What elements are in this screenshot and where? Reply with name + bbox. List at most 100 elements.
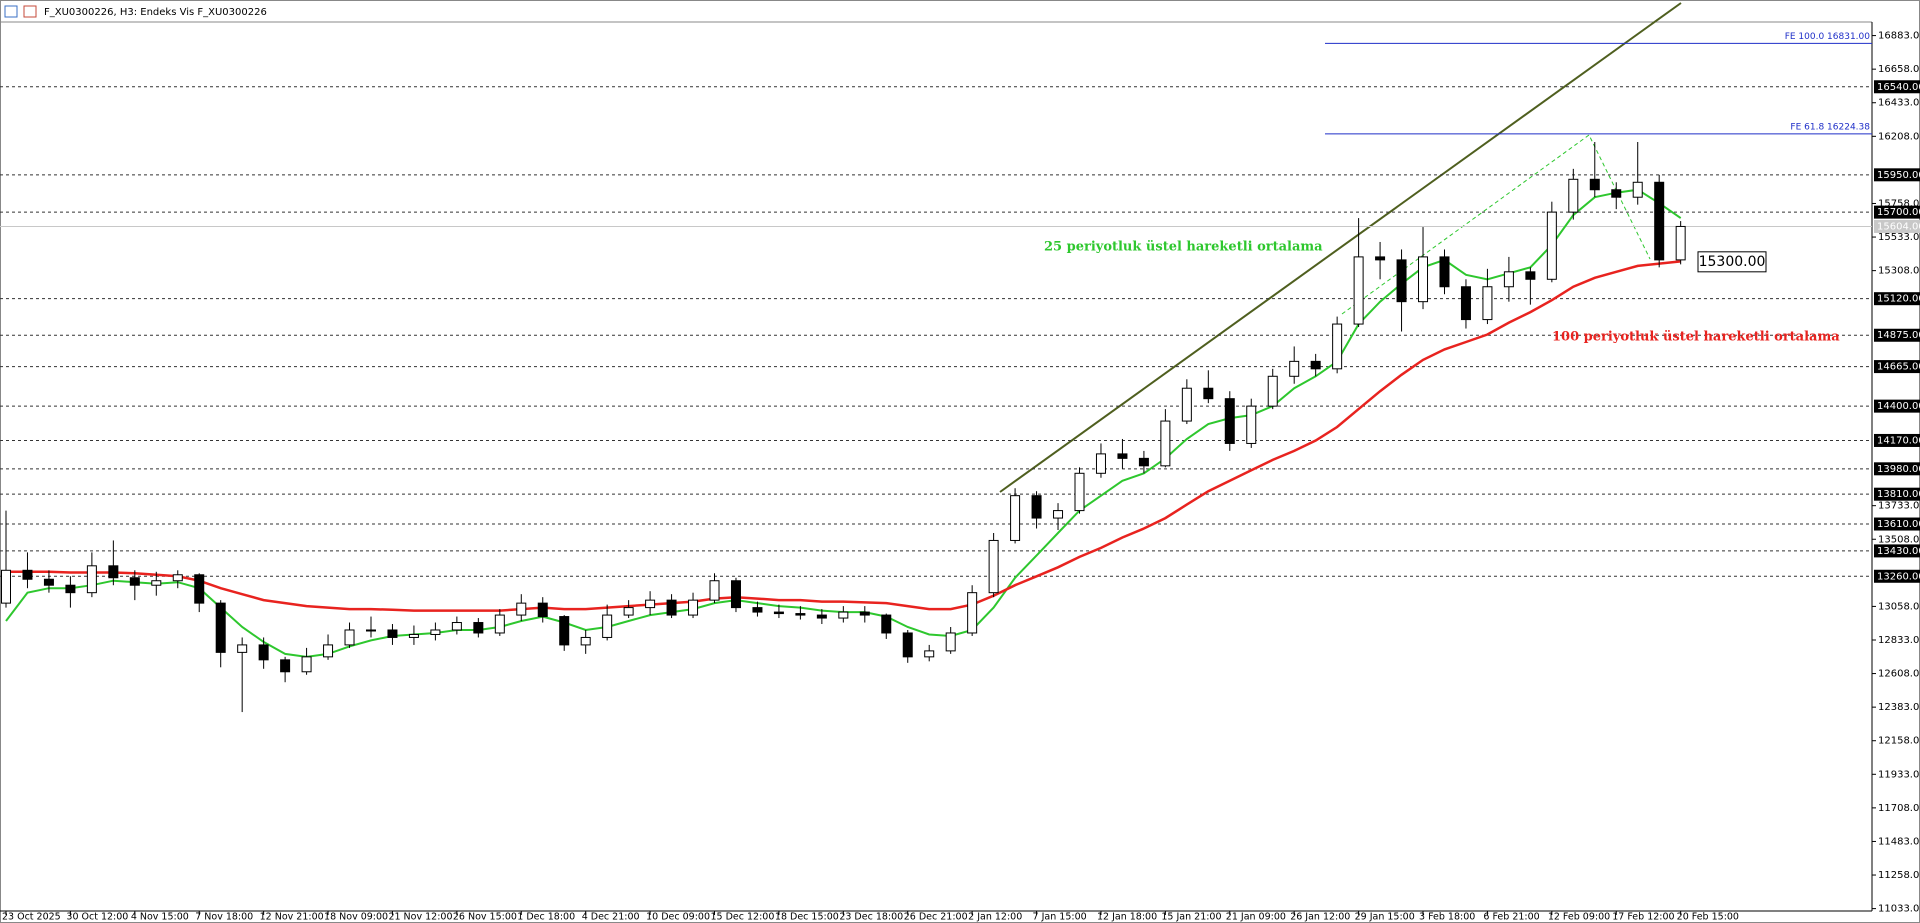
chart-title: F_XU0300226, H3: Endeks Vis F_XU0300226 — [44, 7, 267, 18]
x-tick-label: 29 Jan 15:00 — [1355, 912, 1415, 923]
level-box — [1874, 328, 1920, 342]
level-box — [1874, 360, 1920, 374]
candle-body — [795, 613, 806, 616]
y-tick-label: 12608.00 — [1878, 669, 1920, 680]
x-tick-label: 12 Jan 18:00 — [1097, 912, 1157, 923]
candle-body — [1289, 360, 1300, 377]
candle-body — [924, 650, 935, 658]
y-tick-label: 16658.00 — [1878, 64, 1920, 75]
x-tick-label: 7 Nov 18:00 — [195, 912, 253, 923]
candle-body — [988, 539, 999, 594]
candle-body — [172, 574, 183, 582]
candle-body — [945, 632, 956, 652]
candle-body — [859, 611, 870, 616]
ma-annotation: 25 periyotluk üstel hareketli ortalama — [1044, 240, 1323, 255]
x-tick-label: 18 Nov 09:00 — [324, 912, 388, 923]
y-tick-label: 15533.00 — [1878, 232, 1920, 243]
candle-body — [1224, 398, 1235, 444]
candle-body — [1332, 323, 1343, 370]
y-tick-label: 13733.00 — [1878, 501, 1920, 512]
candle-body — [194, 574, 205, 604]
moving-average — [6, 260, 1681, 612]
y-tick-label: 11033.00 — [1878, 904, 1920, 915]
candle-body — [430, 629, 441, 635]
candle-body — [129, 577, 140, 586]
candle-body — [1310, 360, 1321, 370]
level-label: 15120.00 — [1877, 294, 1920, 305]
y-tick-label: 16883.00 — [1878, 31, 1920, 42]
y-tick-label: 15758.00 — [1878, 198, 1920, 209]
candle-body — [1267, 375, 1278, 407]
candle-body — [773, 611, 784, 615]
x-tick-label: 1 Dec 18:00 — [517, 912, 575, 923]
level-label: 13810.00 — [1877, 489, 1920, 500]
level-box — [1874, 569, 1920, 583]
level-label: 14170.00 — [1877, 435, 1920, 446]
x-tick-label: 15 Dec 12:00 — [711, 912, 775, 923]
y-tick-label: 11933.00 — [1878, 769, 1920, 780]
fibo-label: FE 61.8 16224.38 — [1790, 122, 1870, 132]
level-label: 16540.00 — [1877, 82, 1920, 93]
level-box — [1874, 487, 1920, 501]
candle-body — [1589, 178, 1600, 191]
x-tick-label: 23 Oct 2025 — [2, 912, 61, 923]
y-tick-label: 11258.00 — [1878, 870, 1920, 881]
x-tick-label: 23 Dec 18:00 — [839, 912, 903, 923]
level-box — [1874, 517, 1920, 531]
candle-body — [838, 611, 849, 619]
level-label: 14875.00 — [1877, 330, 1920, 341]
x-tick-label: 21 Nov 12:00 — [388, 912, 452, 923]
candle-body — [1503, 271, 1514, 288]
candle-body — [752, 607, 763, 613]
candle-body — [387, 629, 398, 638]
y-tick-label: 13058.00 — [1878, 601, 1920, 612]
candle-body — [1, 569, 11, 604]
candle-body — [709, 580, 720, 601]
candle-body — [1160, 420, 1171, 467]
level-box — [1874, 462, 1920, 476]
candle-body — [22, 569, 33, 580]
candle-body — [108, 565, 119, 579]
trend-line — [999, 2, 1682, 493]
level-box — [1874, 292, 1920, 306]
candle-body — [215, 602, 226, 653]
candle-body — [43, 578, 54, 586]
candle-body — [602, 614, 613, 638]
candle-body — [1074, 472, 1085, 512]
candle-body — [730, 580, 741, 609]
candle-body — [65, 584, 76, 594]
candle-body — [1525, 271, 1536, 280]
x-tick-label: 21 Jan 09:00 — [1226, 912, 1286, 923]
level-box — [1874, 168, 1920, 182]
candle-body — [473, 622, 484, 634]
level-label: 13430.00 — [1877, 546, 1920, 557]
x-tick-label: 12 Nov 21:00 — [260, 912, 324, 923]
level-box — [1874, 433, 1920, 447]
level-label: 13980.00 — [1877, 464, 1920, 475]
level-label: 13260.00 — [1877, 571, 1920, 582]
candle-body — [1546, 211, 1557, 280]
x-tick-label: 4 Nov 15:00 — [131, 912, 189, 923]
x-tick-label: 6 Feb 21:00 — [1483, 912, 1539, 923]
candle-body — [365, 629, 376, 632]
candle-body — [258, 644, 269, 661]
level-label: 14400.00 — [1877, 401, 1920, 412]
candle-body — [1095, 453, 1106, 474]
x-tick-label: 2 Jan 12:00 — [968, 912, 1022, 923]
candle-body — [1353, 256, 1364, 325]
y-tick-label: 11483.00 — [1878, 836, 1920, 847]
candle-body — [688, 599, 699, 616]
candle-body — [1010, 495, 1021, 541]
candle-body — [881, 614, 892, 634]
chart-icon — [23, 5, 37, 18]
level-box — [1874, 80, 1920, 94]
candle-body — [1246, 405, 1257, 444]
candle-body — [451, 622, 462, 631]
x-tick-label: 7 Jan 15:00 — [1033, 912, 1087, 923]
ema-value-box — [1697, 251, 1767, 273]
candle-body — [1396, 259, 1407, 303]
candle-body — [494, 614, 505, 634]
candle-body — [1117, 453, 1128, 459]
current-price-box — [1874, 219, 1920, 233]
